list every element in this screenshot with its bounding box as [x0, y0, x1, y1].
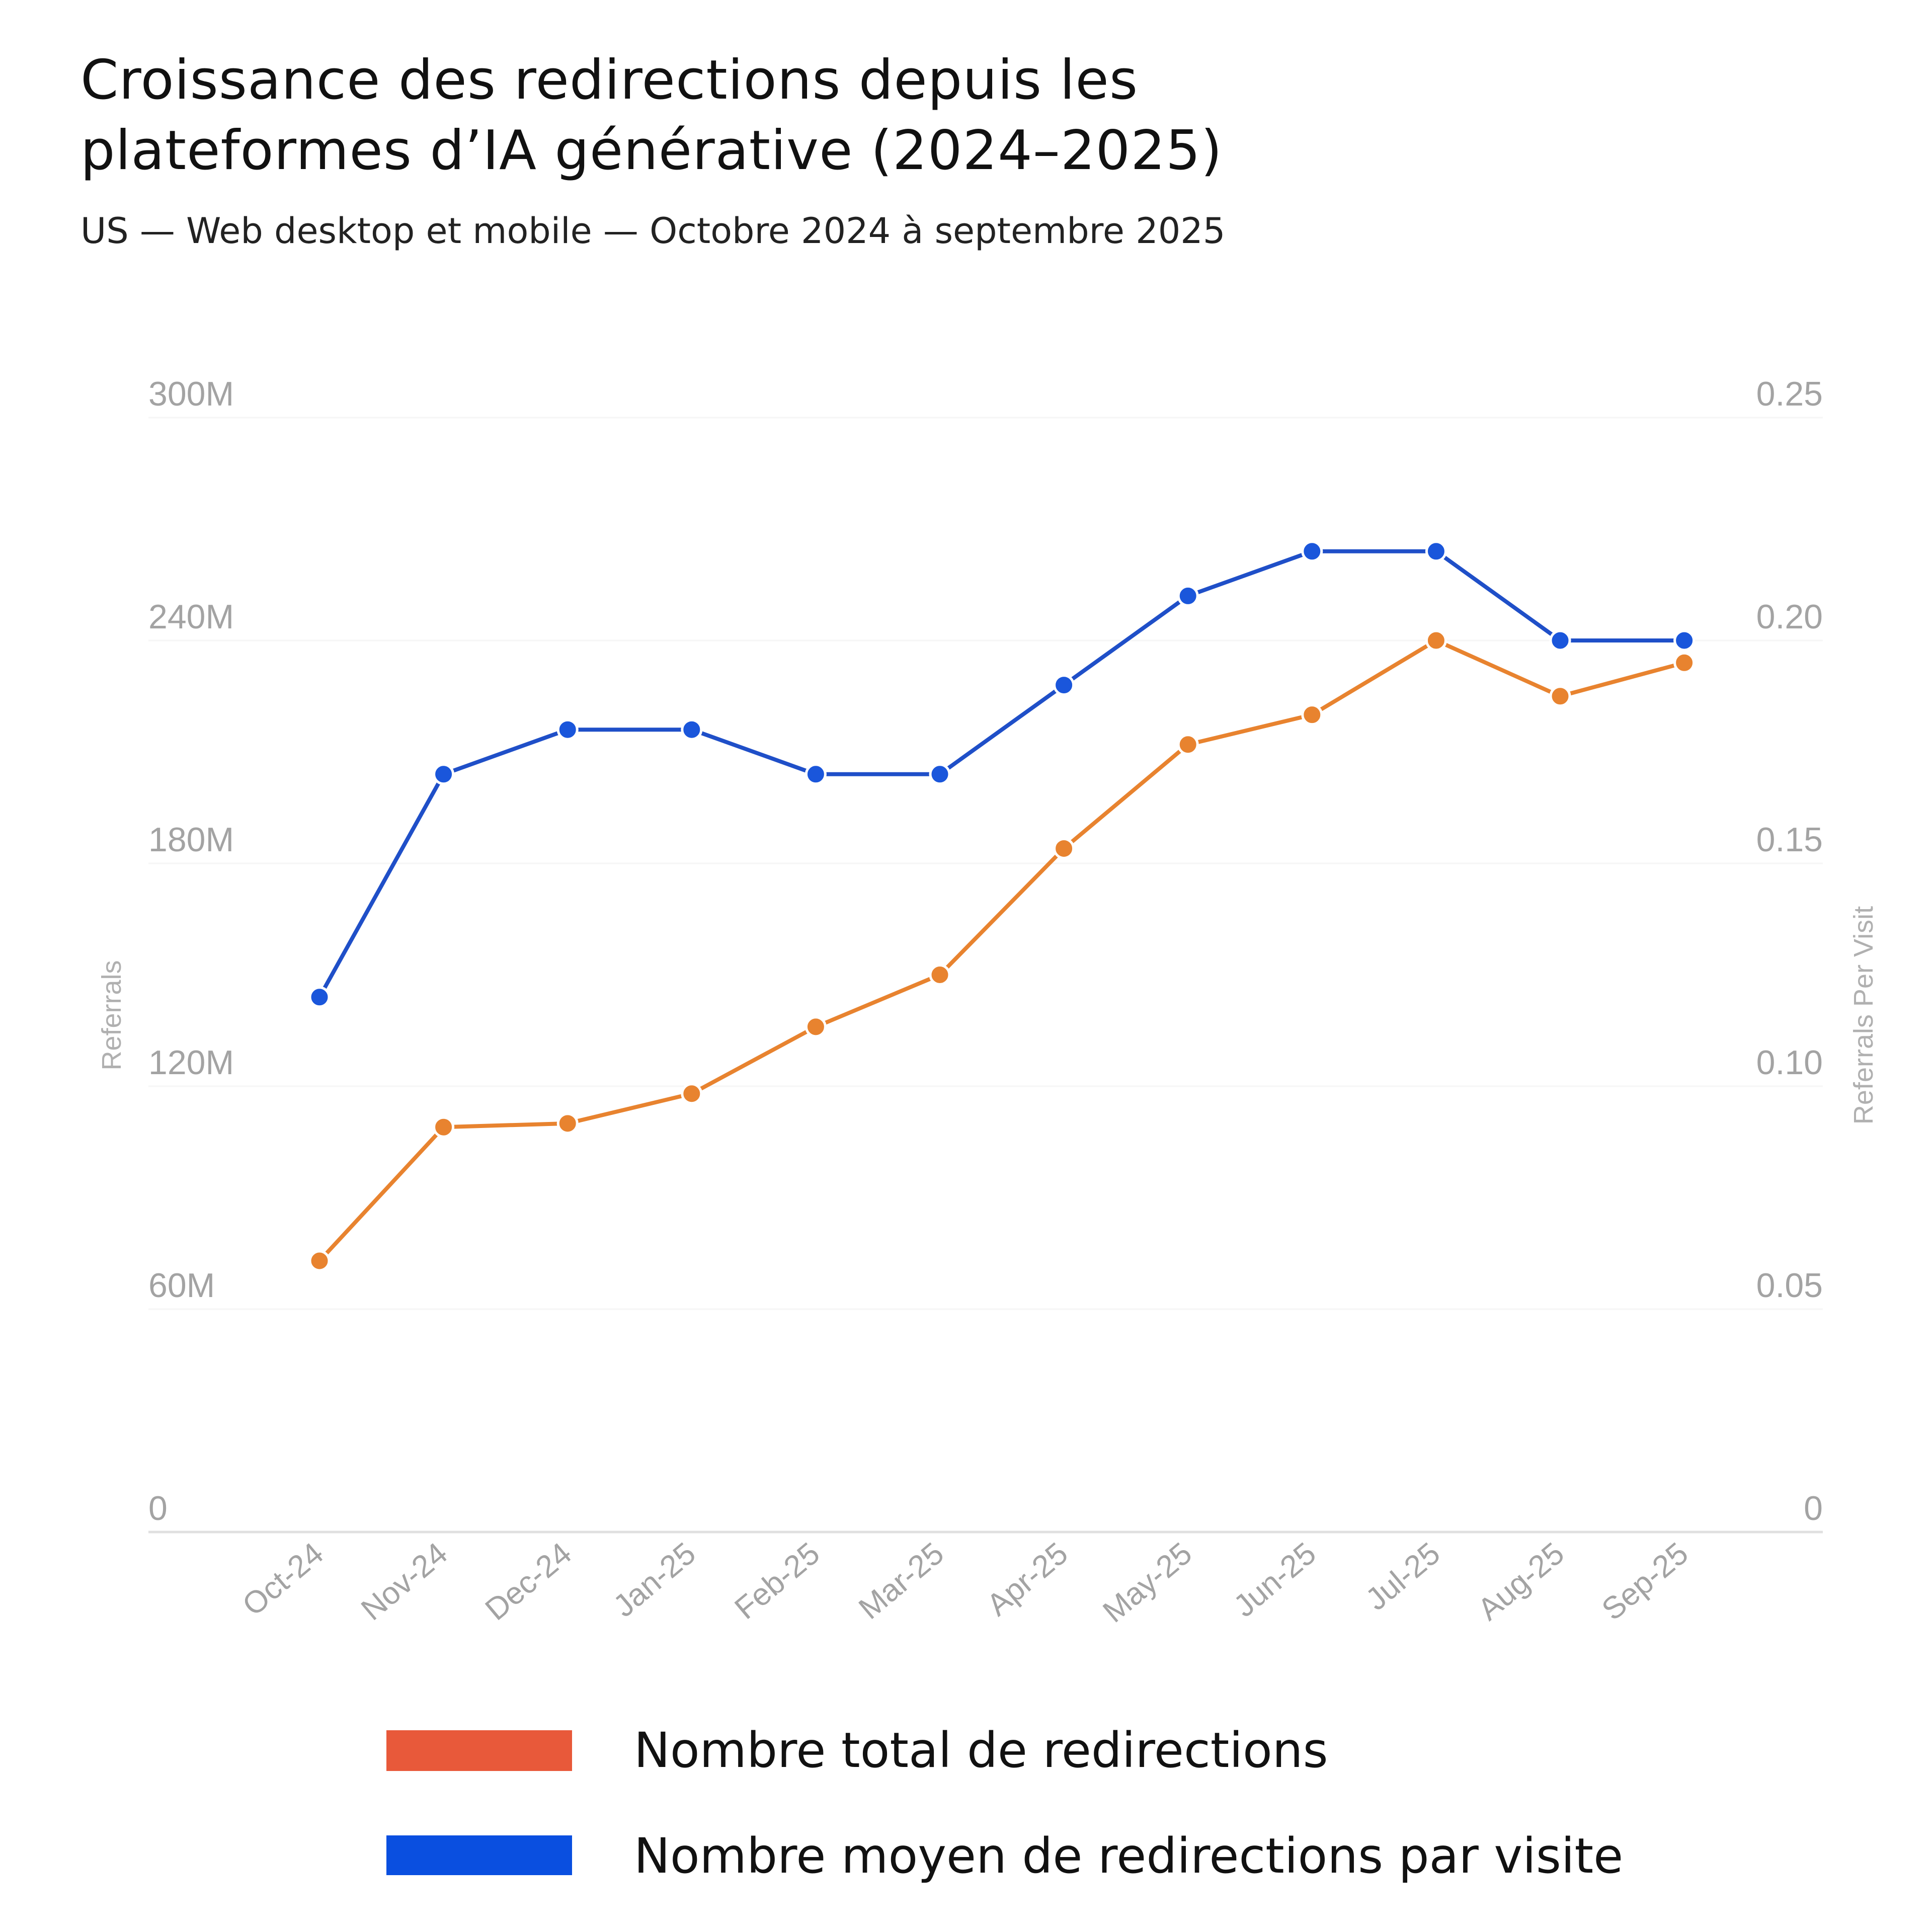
x-tick-label: Jun-25	[1227, 1536, 1323, 1624]
legend-swatch-total	[386, 1730, 572, 1771]
chart-title-line-1: Croissance des redirections depuis les	[80, 49, 1139, 112]
data-point	[804, 1016, 827, 1038]
data-point	[1301, 704, 1323, 726]
y-axis-title: Referrals	[97, 960, 127, 1070]
legend-swatch-per-visit	[386, 1835, 572, 1875]
series-line-total	[318, 638, 1685, 1262]
y-tick-label: 180M	[148, 821, 234, 859]
data-point	[308, 1250, 331, 1272]
x-tick-label: Nov-24	[355, 1536, 454, 1627]
data-point	[1549, 629, 1571, 652]
data-point	[929, 763, 951, 785]
y-tick-label: 300M	[148, 375, 234, 413]
data-point	[681, 718, 703, 741]
y2-tick-label: 0.15	[1756, 821, 1823, 859]
data-point	[1177, 585, 1199, 607]
y-tick-label: 0	[148, 1489, 168, 1527]
legend: Nombre total de redirections Nombre moye…	[386, 1722, 1623, 1884]
y-tick-label: 120M	[148, 1043, 234, 1082]
data-point	[681, 1083, 703, 1105]
legend-label-total: Nombre total de redirections	[634, 1722, 1328, 1779]
data-point	[1301, 540, 1323, 562]
data-point	[308, 986, 331, 1008]
y2-tick-label: 0.20	[1756, 598, 1823, 636]
series-line-per-visit	[317, 549, 1684, 998]
x-tick-label: Aug-25	[1471, 1536, 1571, 1627]
x-tick-label: Apr-25	[981, 1536, 1075, 1623]
data-point	[1053, 837, 1075, 859]
x-tick-label: May-25	[1096, 1536, 1198, 1630]
x-tick-label: Sep-25	[1595, 1536, 1695, 1627]
y2-axis-title: Referrals Per Visit	[1848, 906, 1879, 1124]
x-tick-label: Oct-24	[236, 1536, 330, 1623]
data-point	[1673, 629, 1696, 652]
chart-subtitle: US — Web desktop et mobile — Octobre 202…	[80, 210, 1226, 252]
data-point	[433, 763, 455, 785]
data-point	[929, 964, 951, 986]
y-tick-label: 60M	[148, 1266, 215, 1305]
data-point	[1177, 734, 1199, 756]
data-point	[433, 1116, 455, 1138]
y-tick-label: 240M	[148, 598, 234, 636]
y2-tick-label: 0.05	[1756, 1266, 1823, 1305]
chart-title-line-2: plateformes d’IA générative (2024–2025)	[80, 119, 1223, 182]
data-point	[804, 763, 827, 785]
data-point	[556, 718, 579, 741]
x-tick-label: Jul-25	[1359, 1536, 1447, 1617]
legend-label-per-visit: Nombre moyen de redirections par visite	[634, 1828, 1623, 1884]
y2-tick-label: 0.25	[1756, 375, 1823, 413]
data-point	[1673, 652, 1696, 674]
data-point	[1425, 540, 1447, 562]
data-point	[556, 1112, 579, 1135]
data-point	[1425, 629, 1447, 652]
y2-tick-label: 0	[1804, 1489, 1823, 1527]
x-tick-label: Mar-25	[852, 1536, 950, 1626]
chart-title: Croissance des redirections depuis les p…	[80, 45, 1223, 186]
data-point	[1053, 674, 1075, 696]
y2-tick-label: 0.10	[1756, 1043, 1823, 1082]
x-tick-label: Jan-25	[607, 1536, 702, 1624]
data-point	[1549, 685, 1571, 707]
x-tick-label: Dec-24	[479, 1536, 578, 1627]
x-tick-label: Feb-25	[729, 1536, 827, 1626]
